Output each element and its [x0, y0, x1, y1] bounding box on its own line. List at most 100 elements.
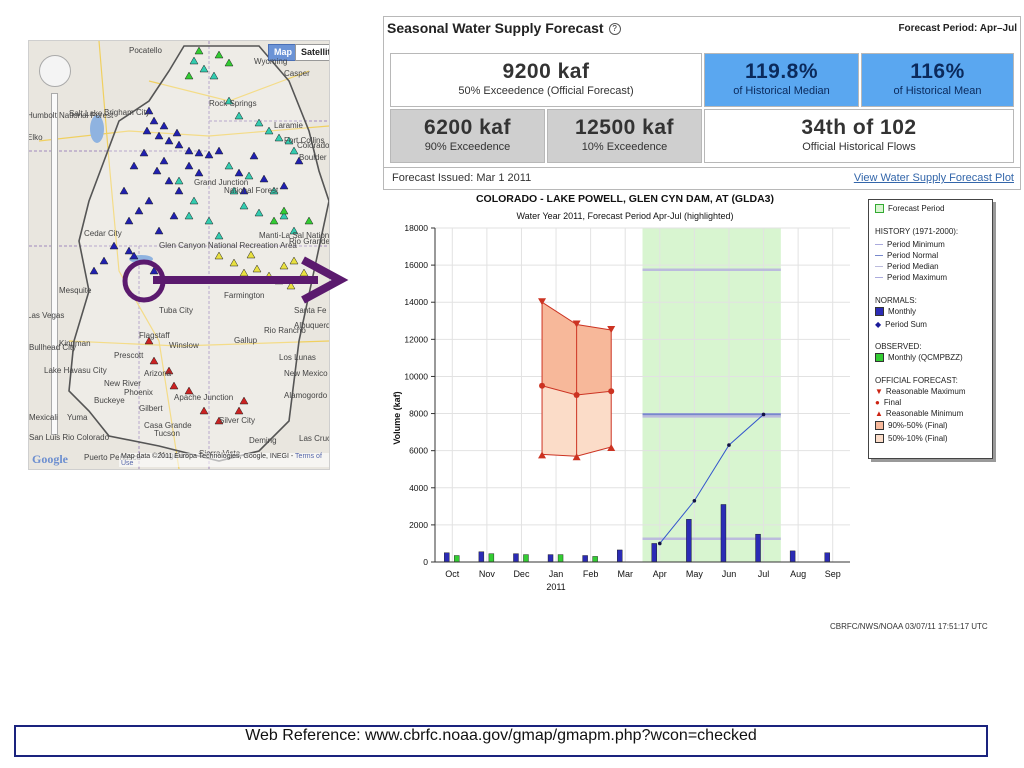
station-marker [172, 128, 182, 137]
station-marker [214, 416, 224, 425]
normal-bar [478, 551, 485, 563]
station-marker [134, 206, 144, 215]
station-marker [289, 146, 299, 155]
period-sum-diamond-icon: ◆ [875, 320, 882, 329]
forecast-period-swatch [875, 204, 884, 214]
station-marker [124, 246, 134, 255]
forecast-plot-link[interactable]: View Water Supply Forecast Plot [853, 172, 1014, 184]
station-marker [244, 171, 254, 180]
satellite-type-button[interactable]: Satellite [295, 44, 329, 61]
station-marker [169, 381, 179, 390]
x-tick-label: Aug [790, 569, 806, 579]
map-attribution: Map data ©2011 Europa Technologies, Goog… [119, 453, 329, 467]
final-forecast-marker [608, 388, 615, 395]
station-marker [174, 186, 184, 195]
station-marker [194, 148, 204, 157]
map-label: New Mexico [284, 369, 328, 378]
station-marker [194, 46, 204, 55]
year-label: 2011 [546, 582, 565, 592]
historical-rank-cell: 34th of 102 Official Historical Flows [704, 109, 1014, 163]
y-axis-label: Volume (kaf) [392, 391, 402, 444]
map-label: Tucson [154, 429, 180, 438]
pct-median-label: of Historical Median [733, 85, 830, 97]
normal-bar [444, 552, 450, 563]
map-label: Santa Fe [294, 306, 327, 315]
station-marker [174, 140, 184, 149]
station-marker [189, 56, 199, 65]
station-marker [204, 150, 214, 159]
x-tick-label: Jul [758, 569, 770, 579]
water-supply-chart: COLORADO - LAKE POWELL, GLEN CYN DAM, AT… [392, 193, 850, 592]
y-tick-label: 14000 [404, 297, 428, 307]
x-tick-label: Mar [617, 569, 633, 579]
station-marker [274, 133, 284, 142]
help-icon[interactable]: ? [608, 23, 621, 35]
x-tick-label: Sep [825, 569, 841, 579]
zoom-slider[interactable] [51, 93, 58, 435]
station-marker [109, 241, 119, 250]
historical-rank-label: Official Historical Flows [802, 141, 916, 153]
station-marker [279, 181, 289, 190]
pct-median-value: 119.8% [744, 60, 819, 83]
official-forecast-cell: 9200 kaf 50% Exceedence (Official Foreca… [390, 53, 702, 107]
station-marker [229, 258, 239, 267]
reasonable-maximum-marker [538, 298, 547, 306]
pan-control[interactable] [39, 55, 71, 87]
map-label: Prescott [114, 351, 144, 360]
station-marker [239, 186, 249, 195]
observed-bar [557, 554, 564, 563]
period-sum-point [657, 541, 662, 546]
station-marker [279, 211, 289, 220]
x-tick-label: Feb [583, 569, 599, 579]
station-marker [149, 116, 159, 125]
station-marker [184, 146, 194, 155]
map-label: Winslow [169, 341, 199, 350]
normal-bar [617, 549, 623, 563]
map-label: Bullhead City [29, 343, 77, 352]
station-markers [89, 46, 314, 425]
period-sum-point [727, 443, 731, 447]
map-label: Boulder [299, 153, 327, 162]
x-tick-label: Nov [479, 569, 496, 579]
pointer-arrow [153, 256, 349, 304]
station-marker [224, 58, 234, 67]
normal-bar [547, 554, 554, 563]
google-logo: Google [32, 452, 68, 466]
station-marker [124, 216, 134, 225]
normal-bar [686, 519, 692, 563]
map-label: Buckeye [94, 396, 125, 405]
forecast-period-band [642, 228, 781, 562]
pct-median-cell: 119.8% of Historical Median [704, 53, 859, 107]
legend-history-title: HISTORY (1971-2000): [875, 227, 959, 236]
normal-bar [789, 550, 796, 563]
map-label: Casper [284, 69, 310, 78]
station-marker [152, 166, 162, 175]
normal-bar [755, 533, 761, 563]
y-tick-label: 18000 [404, 223, 428, 233]
station-marker [149, 356, 159, 365]
station-marker [144, 336, 154, 345]
station-marker [234, 168, 244, 177]
legend-normals-title: NORMALS: [875, 296, 917, 305]
station-marker [149, 266, 159, 275]
station-marker [224, 96, 234, 105]
forecast-issued: Forecast Issued: Mar 1 2011 [392, 172, 532, 184]
station-marker [184, 211, 194, 220]
station-marker [284, 136, 294, 145]
forecast-panel: Seasonal Water Supply Forecast? Forecast… [383, 16, 1021, 190]
station-marker [279, 261, 289, 270]
basin-map[interactable]: Map Satellite PocatelloWyomingCasperRock… [28, 40, 330, 470]
exceedence-10-cell: 12500 kaf 10% Exceedence [547, 109, 702, 163]
reasonable-maximum-marker [572, 320, 581, 328]
x-tick-label: Apr [653, 569, 667, 579]
observed-bar [488, 553, 495, 563]
station-marker [214, 50, 224, 59]
web-reference: Web Reference: www.cbrfc.noaa.gov/gmap/g… [14, 725, 988, 757]
y-tick-label: 8000 [409, 409, 428, 419]
terms-link[interactable]: Terms of Use [121, 453, 322, 467]
forecast-title: Seasonal Water Supply Forecast? [387, 20, 621, 36]
map-label: Manti-La Sal National Forest [259, 231, 330, 240]
period-maximum-line-icon [875, 277, 883, 279]
map-label: National Forest [224, 186, 279, 195]
station-marker [304, 216, 314, 225]
